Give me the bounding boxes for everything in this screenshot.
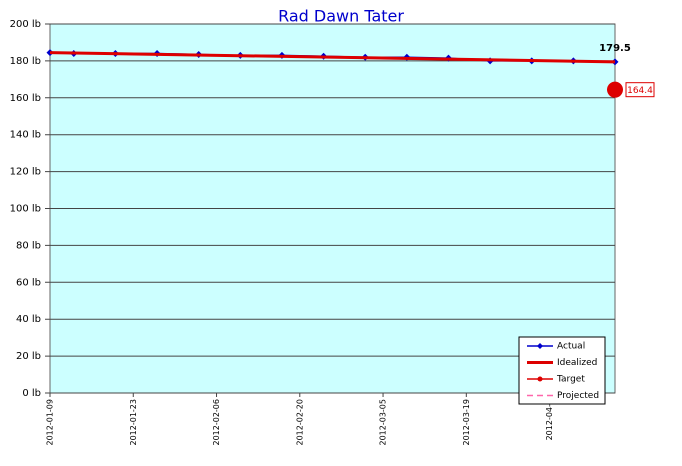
y-tick-label: 160 lb	[10, 93, 41, 104]
y-tick-label: 40 lb	[16, 314, 41, 325]
y-tick-label: 100 lb	[10, 204, 41, 215]
y-tick-label: 0 lb	[22, 388, 41, 399]
legend-marker	[537, 343, 543, 349]
x-tick-label: 2012-03-19	[462, 399, 471, 446]
x-tick-label: 2012-03-05	[379, 399, 388, 446]
target-marker	[607, 81, 623, 98]
target-label-box	[625, 82, 655, 98]
x-tick-label: 2012-02-20	[295, 399, 304, 446]
series-line	[49, 51, 616, 64]
x-tick-label: 2012-04-0	[545, 399, 554, 440]
x-tick-label: 2012-02-06	[212, 399, 221, 446]
y-tick-label: 140 lb	[10, 130, 41, 141]
x-tick-label: 2012-01-23	[129, 399, 138, 446]
last-value-label: 179.5	[599, 43, 631, 54]
legend-label: Actual	[557, 342, 585, 352]
chart-title: Rad Dawn Tater	[278, 7, 404, 26]
y-tick-label: 60 lb	[16, 277, 41, 288]
y-tick-label: 120 lb	[10, 167, 41, 178]
legend-label: Projected	[557, 391, 599, 401]
legend-box	[518, 336, 606, 405]
y-tick-label: 20 lb	[16, 351, 41, 362]
legend-label: Idealized	[557, 358, 597, 368]
legend-label: Target	[556, 375, 585, 385]
actual-marker	[611, 58, 619, 66]
x-tick-label: 2012-01-09	[46, 399, 55, 446]
legend-marker	[537, 376, 543, 382]
y-tick-label: 200 lb	[10, 19, 41, 30]
y-tick-label: 180 lb	[10, 56, 41, 67]
target-label: 164.4	[627, 86, 653, 96]
y-tick-label: 80 lb	[16, 240, 41, 251]
